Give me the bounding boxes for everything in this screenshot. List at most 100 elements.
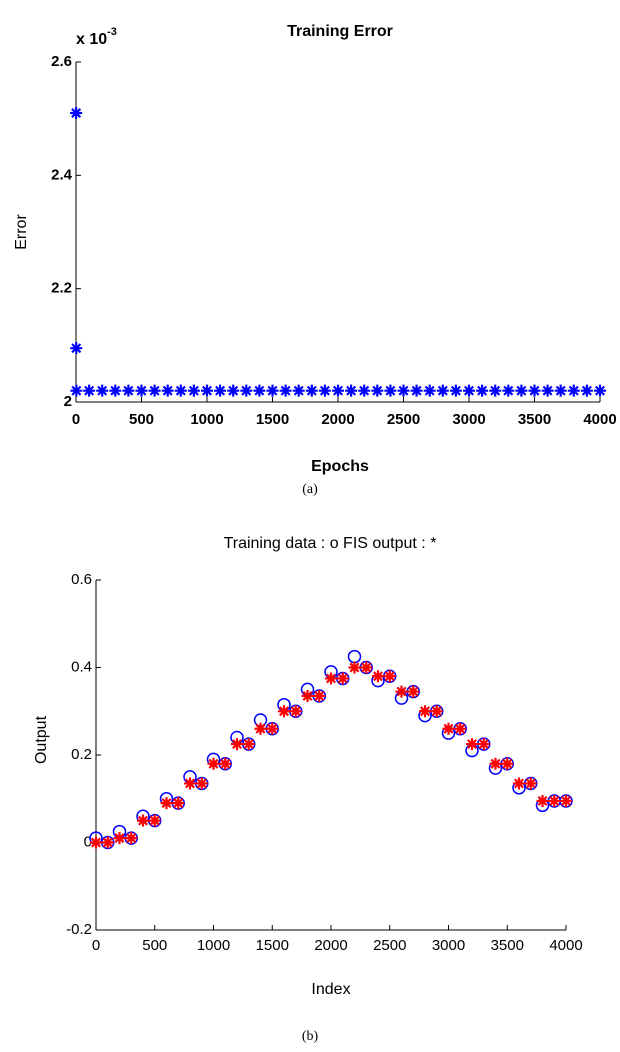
marker-star — [109, 384, 122, 397]
x-tick-label: 3500 — [518, 411, 551, 428]
marker-star — [442, 722, 455, 735]
marker-star — [436, 384, 449, 397]
y-tick-label: 0.6 — [71, 571, 92, 588]
marker-star — [513, 777, 525, 790]
x-tick-label: 1000 — [197, 937, 230, 954]
marker-star — [489, 384, 502, 397]
x-tick-label: 4000 — [583, 411, 616, 428]
marker-star — [174, 384, 187, 397]
marker-star — [358, 384, 371, 397]
marker-star — [289, 705, 302, 718]
marker-star — [360, 661, 373, 674]
x-tick-label: 2000 — [314, 937, 347, 954]
y-tick-label: 2.6 — [51, 53, 72, 70]
marker-star — [397, 384, 410, 397]
marker-star — [466, 738, 478, 751]
marker-star — [187, 384, 200, 397]
marker-star — [515, 384, 528, 397]
marker-star — [254, 722, 267, 735]
marker-star — [227, 384, 240, 397]
x-axis-label: Index — [311, 981, 350, 998]
marker-circle — [347, 649, 362, 664]
marker-star — [207, 757, 220, 770]
marker-star — [240, 384, 253, 397]
marker-star — [524, 777, 537, 790]
marker-star — [137, 814, 149, 827]
marker-star — [325, 672, 337, 685]
marker-star — [242, 738, 255, 751]
marker-star — [423, 384, 436, 397]
y-axis-label: Output — [33, 715, 50, 764]
marker-star — [345, 384, 358, 397]
multiplier-base: x 10 — [76, 31, 107, 48]
x-tick-label: 2000 — [321, 411, 354, 428]
y-tick-label: 2.4 — [51, 166, 73, 183]
x-tick-label: 0 — [72, 411, 80, 428]
x-tick-label: 1500 — [256, 937, 289, 954]
y-multiplier: x 10-3 — [76, 26, 117, 48]
chart: Training data : o FIS output : * Index Out… — [33, 535, 582, 1044]
marker-star — [70, 384, 83, 397]
caption: (a) — [302, 482, 318, 497]
x-tick-label: 500 — [142, 937, 167, 954]
marker-star — [371, 384, 384, 397]
marker-star — [430, 705, 443, 718]
marker-star — [313, 689, 326, 702]
y-tick-label: 0.2 — [71, 746, 92, 763]
x-tick-label: 500 — [129, 411, 154, 428]
x-tick-label: 2500 — [373, 937, 406, 954]
marker-star — [160, 797, 173, 810]
x-tick-label: 2500 — [387, 411, 420, 428]
marker-star — [113, 832, 126, 845]
y-tick-label: -0.2 — [66, 921, 92, 938]
caption: (b) — [302, 1029, 319, 1044]
marker-star — [528, 384, 541, 397]
marker-star — [580, 384, 593, 397]
multiplier-exponent: -3 — [107, 26, 117, 38]
x-tick-label: 0 — [92, 937, 100, 954]
chart-title: Training Error — [287, 23, 393, 40]
marker-star — [395, 685, 408, 698]
marker-star — [231, 738, 243, 751]
x-tick-label: 3000 — [452, 411, 485, 428]
marker-star — [541, 384, 554, 397]
marker-star — [502, 384, 515, 397]
marker-star — [214, 384, 227, 397]
marker-star — [172, 797, 185, 810]
marker-star — [195, 777, 208, 790]
marker-star — [419, 705, 431, 718]
y-axis-label: Error — [13, 214, 30, 250]
marker-star — [548, 794, 561, 807]
marker-star — [372, 670, 384, 683]
x-axis-label: Epochs — [311, 458, 369, 475]
marker-star — [348, 661, 361, 674]
marker-star — [594, 384, 606, 397]
marker-star — [161, 384, 174, 397]
y-tick-label: 2 — [64, 393, 72, 410]
marker-star — [266, 384, 279, 397]
x-tick-label: 3000 — [432, 937, 465, 954]
marker-star — [279, 384, 292, 397]
y-tick-label: 2.2 — [51, 280, 72, 297]
marker-star — [292, 384, 305, 397]
marker-star — [463, 384, 475, 397]
chart-title: Training data : o FIS output : * — [224, 535, 437, 552]
marker-star — [101, 836, 114, 849]
marker-star — [201, 384, 213, 397]
x-tick-label: 3500 — [491, 937, 524, 954]
marker-star — [83, 384, 96, 397]
marker-star — [384, 384, 397, 397]
marker-star — [148, 814, 161, 827]
marker-star — [219, 757, 232, 770]
x-tick-label: 1000 — [190, 411, 223, 428]
marker-star — [383, 670, 396, 683]
marker-star — [336, 672, 349, 685]
marker-star — [70, 107, 83, 119]
marker-star — [253, 384, 266, 397]
marker-star — [489, 757, 502, 770]
marker-star — [554, 384, 567, 397]
marker-star — [135, 384, 148, 397]
marker-star — [278, 705, 290, 718]
